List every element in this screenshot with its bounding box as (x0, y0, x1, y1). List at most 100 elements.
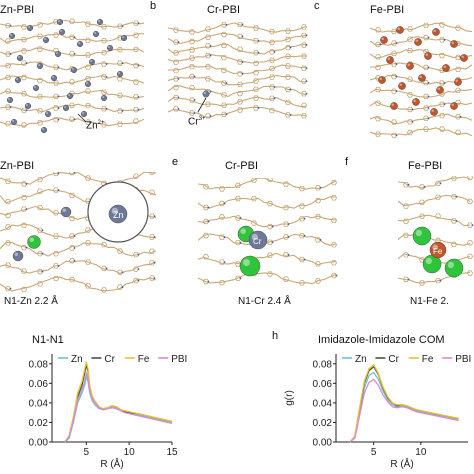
nitrogen-atom (303, 217, 306, 220)
aromatic-ring (434, 213, 442, 219)
aromatic-ring (52, 93, 60, 99)
nitrogen-atom (273, 86, 276, 88)
zn-ion-highlight (72, 68, 74, 70)
aromatic-ring (68, 116, 76, 122)
panel-a-title: Zn-PBI (0, 4, 35, 16)
aromatic-ring (266, 239, 274, 245)
series-line-fe (349, 363, 459, 443)
nitrogen-atom (407, 278, 410, 281)
aromatic-ring (100, 265, 108, 272)
polymer-chain (398, 176, 471, 189)
aromatic-ring (36, 77, 44, 84)
nitrogen-atom (137, 108, 140, 111)
legend-label-fe: Fe (138, 354, 150, 365)
zn-ion-body (12, 250, 24, 262)
aromatic-ring (84, 259, 92, 265)
aromatic-ring (36, 120, 44, 126)
nitrogen-atom (395, 134, 398, 137)
aromatic-ring (268, 49, 276, 55)
aromatic-ring (236, 81, 244, 87)
aromatic-ring (284, 63, 292, 69)
fe-ion-highlight (437, 87, 440, 90)
zn-ion-body (17, 55, 24, 62)
nitrogen-atom (73, 36, 76, 39)
aromatic-ring (68, 215, 76, 222)
chloride-ion (422, 254, 442, 274)
nitrogen-atom (41, 252, 44, 255)
zn-ion-zoomed (108, 204, 128, 224)
aromatic-ring (68, 18, 76, 24)
chloride-ion (239, 255, 261, 277)
aromatic-ring (282, 221, 290, 227)
legend-label-fe: Fe (422, 354, 434, 365)
aromatic-ring (300, 32, 308, 39)
aromatic-ring (438, 113, 446, 119)
fe-ion (424, 52, 432, 60)
aromatic-ring (84, 240, 92, 246)
aromatic-ring (36, 281, 44, 287)
nitrogen-atom (271, 225, 274, 228)
fe-ion-highlight (387, 57, 390, 61)
aromatic-ring (100, 122, 108, 128)
nitrogen-atom (305, 44, 308, 46)
nitrogen-atom (209, 115, 212, 117)
nitrogen-atom (443, 38, 446, 41)
aromatic-ring (188, 38, 196, 45)
aromatic-ring (300, 24, 308, 30)
aromatic-ring (100, 89, 108, 95)
aromatic-ring (402, 182, 410, 188)
chart-h-rdf-imidazole-com: 0.00 0.02 0.04 0.06 0.08 5 10R (Å) g(r) Zn Cr Fe PB… (284, 354, 471, 470)
nitrogen-atom (177, 41, 180, 44)
fe-ion-body (412, 98, 420, 106)
zn-ion-highlight (34, 86, 36, 88)
aromatic-ring (220, 80, 228, 86)
chloride-ion-highlight (425, 257, 432, 264)
fe-ion (414, 38, 422, 46)
zn-ion-body (27, 24, 34, 31)
fe-ion-highlight (407, 63, 410, 66)
aromatic-ring (266, 252, 274, 258)
aromatic-ring (36, 227, 44, 233)
aromatic-ring (132, 173, 140, 179)
zn-ion-highlight (52, 76, 54, 78)
aromatic-ring (132, 266, 140, 272)
zn-ion-label: Zn2+ (86, 120, 105, 131)
zn-ion-highlight (86, 82, 88, 84)
aromatic-ring (300, 42, 308, 48)
aromatic-ring (234, 195, 242, 202)
aromatic-ring (84, 103, 92, 109)
polymer-chains (0, 18, 145, 128)
panel-f-molecular-render: Fe (398, 176, 474, 286)
zn-ion (76, 41, 83, 48)
x-tick-label: 5 (84, 447, 90, 458)
nitrogen-atom (57, 189, 60, 192)
zn-ion (33, 84, 40, 91)
zn-ion (10, 118, 17, 125)
aromatic-ring (36, 188, 44, 194)
fe-ion (450, 40, 458, 48)
aromatic-ring (116, 60, 124, 66)
aromatic-ring (132, 277, 140, 284)
panel-d-molecular-render: Zn (0, 172, 157, 293)
aromatic-ring (374, 131, 382, 137)
aromatic-ring (314, 237, 322, 243)
zn-ion-zoomed-body (108, 204, 128, 224)
zn-ion-body (41, 126, 48, 133)
aromatic-ring (406, 106, 414, 113)
aromatic-ring (84, 64, 92, 70)
aromatic-ring (4, 178, 12, 184)
nitrogen-atom (137, 268, 140, 271)
aromatic-ring (20, 60, 28, 66)
aromatic-ring (36, 268, 44, 275)
fe-ion (429, 241, 447, 259)
aromatic-ring (268, 74, 276, 80)
aromatic-ring (84, 88, 92, 94)
nitrogen-atom (305, 80, 308, 82)
aromatic-ring (390, 50, 398, 57)
zn-ion-highlight (122, 36, 124, 38)
aromatic-ring (4, 224, 12, 230)
nitrogen-atom (207, 206, 210, 209)
aromatic-ring (68, 172, 76, 176)
nitrogen-atom (319, 186, 322, 189)
nitrogen-atom (137, 253, 140, 256)
